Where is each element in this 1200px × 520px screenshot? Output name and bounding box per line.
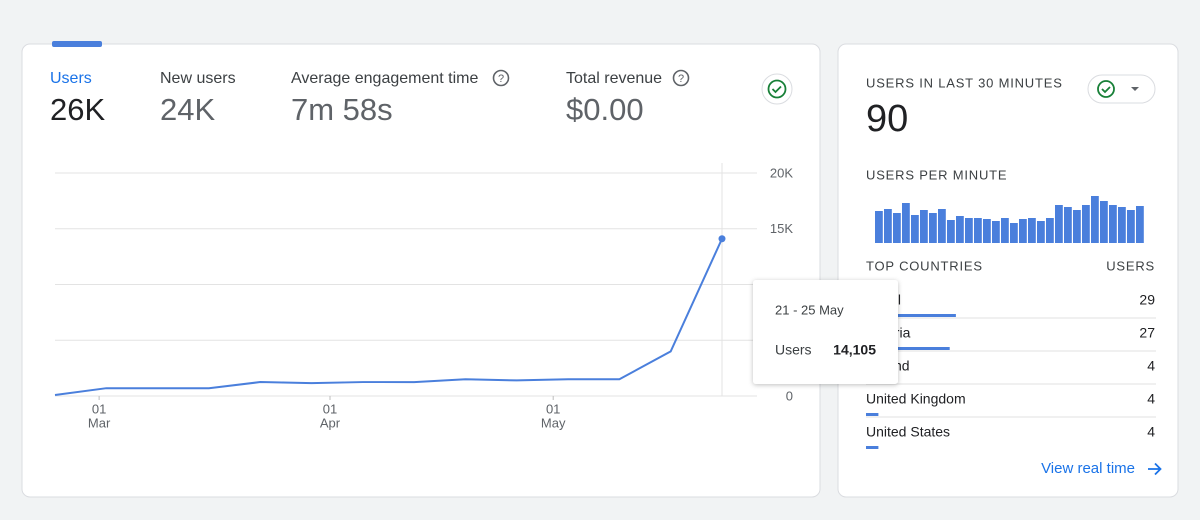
x-tick-label: 01 (92, 401, 106, 416)
minute-bar (1028, 218, 1036, 243)
metric-value: 7m 58s (291, 92, 393, 127)
metric-label: Users (50, 70, 92, 87)
x-tick-month: Apr (320, 415, 341, 430)
minute-bar (1100, 201, 1108, 243)
metric-label: Total revenue (566, 70, 662, 87)
minute-bar (893, 213, 901, 243)
minute-bar (1055, 205, 1063, 243)
metric-label: New users (160, 70, 236, 87)
country-bar (866, 446, 879, 449)
minute-bar (1118, 207, 1126, 243)
minute-bar (1019, 219, 1027, 243)
tooltip-box (753, 280, 898, 384)
country-name: United States (866, 424, 950, 440)
minute-bar (1127, 210, 1135, 243)
main-card (21, 43, 821, 498)
tooltip-date: 21 - 25 May (775, 302, 844, 317)
country-users: 4 (1147, 424, 1155, 440)
metric-value: 24K (160, 92, 215, 127)
minute-bar (938, 209, 946, 243)
hover-point (718, 235, 726, 243)
y-tick-label: 0 (786, 388, 793, 403)
help-glyph: ? (498, 73, 504, 85)
minute-bar (1136, 206, 1144, 243)
help-icon (492, 69, 690, 87)
y-tick-label: 20K (770, 165, 793, 180)
country-bar (866, 413, 879, 416)
users-per-minute: USERS PER MINUTE (866, 167, 1144, 243)
minute-bar (992, 221, 1000, 243)
minute-bar (929, 213, 937, 243)
minute-bar (1064, 207, 1072, 243)
x-tick-label: 01 (546, 401, 560, 416)
line-series (54, 238, 723, 396)
metric-value: 26K (50, 92, 105, 127)
view-realtime-link[interactable]: View real time (1041, 460, 1135, 477)
metric-tabs: Users 26K New users 24K Average engagement t… (50, 70, 662, 127)
minute-bar (956, 216, 964, 243)
realtime-value: 90 (866, 98, 908, 140)
x-tick-month: Mar (88, 415, 111, 430)
minute-bar (947, 220, 955, 243)
minute-bar (983, 219, 991, 243)
minute-bar (1046, 218, 1054, 243)
country-bar (866, 347, 950, 350)
country-bar (866, 314, 956, 317)
country-users: 29 (1139, 292, 1155, 308)
status-check[interactable] (761, 73, 793, 105)
minute-bar (1037, 221, 1045, 243)
tooltip-series: Users (775, 342, 812, 358)
minute-bar (875, 211, 883, 243)
tooltip-value: 14,105 (833, 342, 876, 358)
minute-bar (911, 215, 919, 243)
minute-bar (1001, 218, 1009, 243)
minute-bar (1010, 223, 1018, 243)
realtime-title: USERS IN LAST 30 MINUTES (866, 75, 1063, 90)
minute-bar (1091, 196, 1099, 243)
country-users: 27 (1139, 325, 1155, 341)
minute-bar (920, 210, 928, 243)
tooltip: 21 - 25 May Users 14,105 (753, 280, 898, 384)
country-name: United Kingdom (866, 391, 966, 407)
minute-bar (974, 218, 982, 243)
metric-value: $0.00 (566, 92, 644, 127)
minute-bar (965, 218, 973, 243)
metric-label: Average engagement time (291, 70, 478, 87)
x-tick-label: 01 (323, 401, 337, 416)
bars-title: USERS PER MINUTE (866, 167, 1007, 182)
minute-bar (1109, 205, 1117, 243)
minute-bar (1082, 205, 1090, 243)
minute-bar (902, 203, 910, 243)
x-tick-month: May (541, 415, 566, 430)
minute-bar (884, 209, 892, 243)
y-tick-label: 15K (770, 221, 793, 236)
help-glyph: ? (678, 73, 684, 85)
realtime-dropdown[interactable] (1087, 74, 1156, 104)
minute-bar (1073, 210, 1081, 243)
country-users: 4 (1147, 391, 1155, 407)
countries-title: TOP COUNTRIES (866, 258, 983, 273)
link-arrow (1148, 462, 1162, 476)
users-header: USERS (1106, 258, 1155, 273)
tab-indicator (52, 41, 102, 47)
country-users: 4 (1147, 358, 1155, 374)
